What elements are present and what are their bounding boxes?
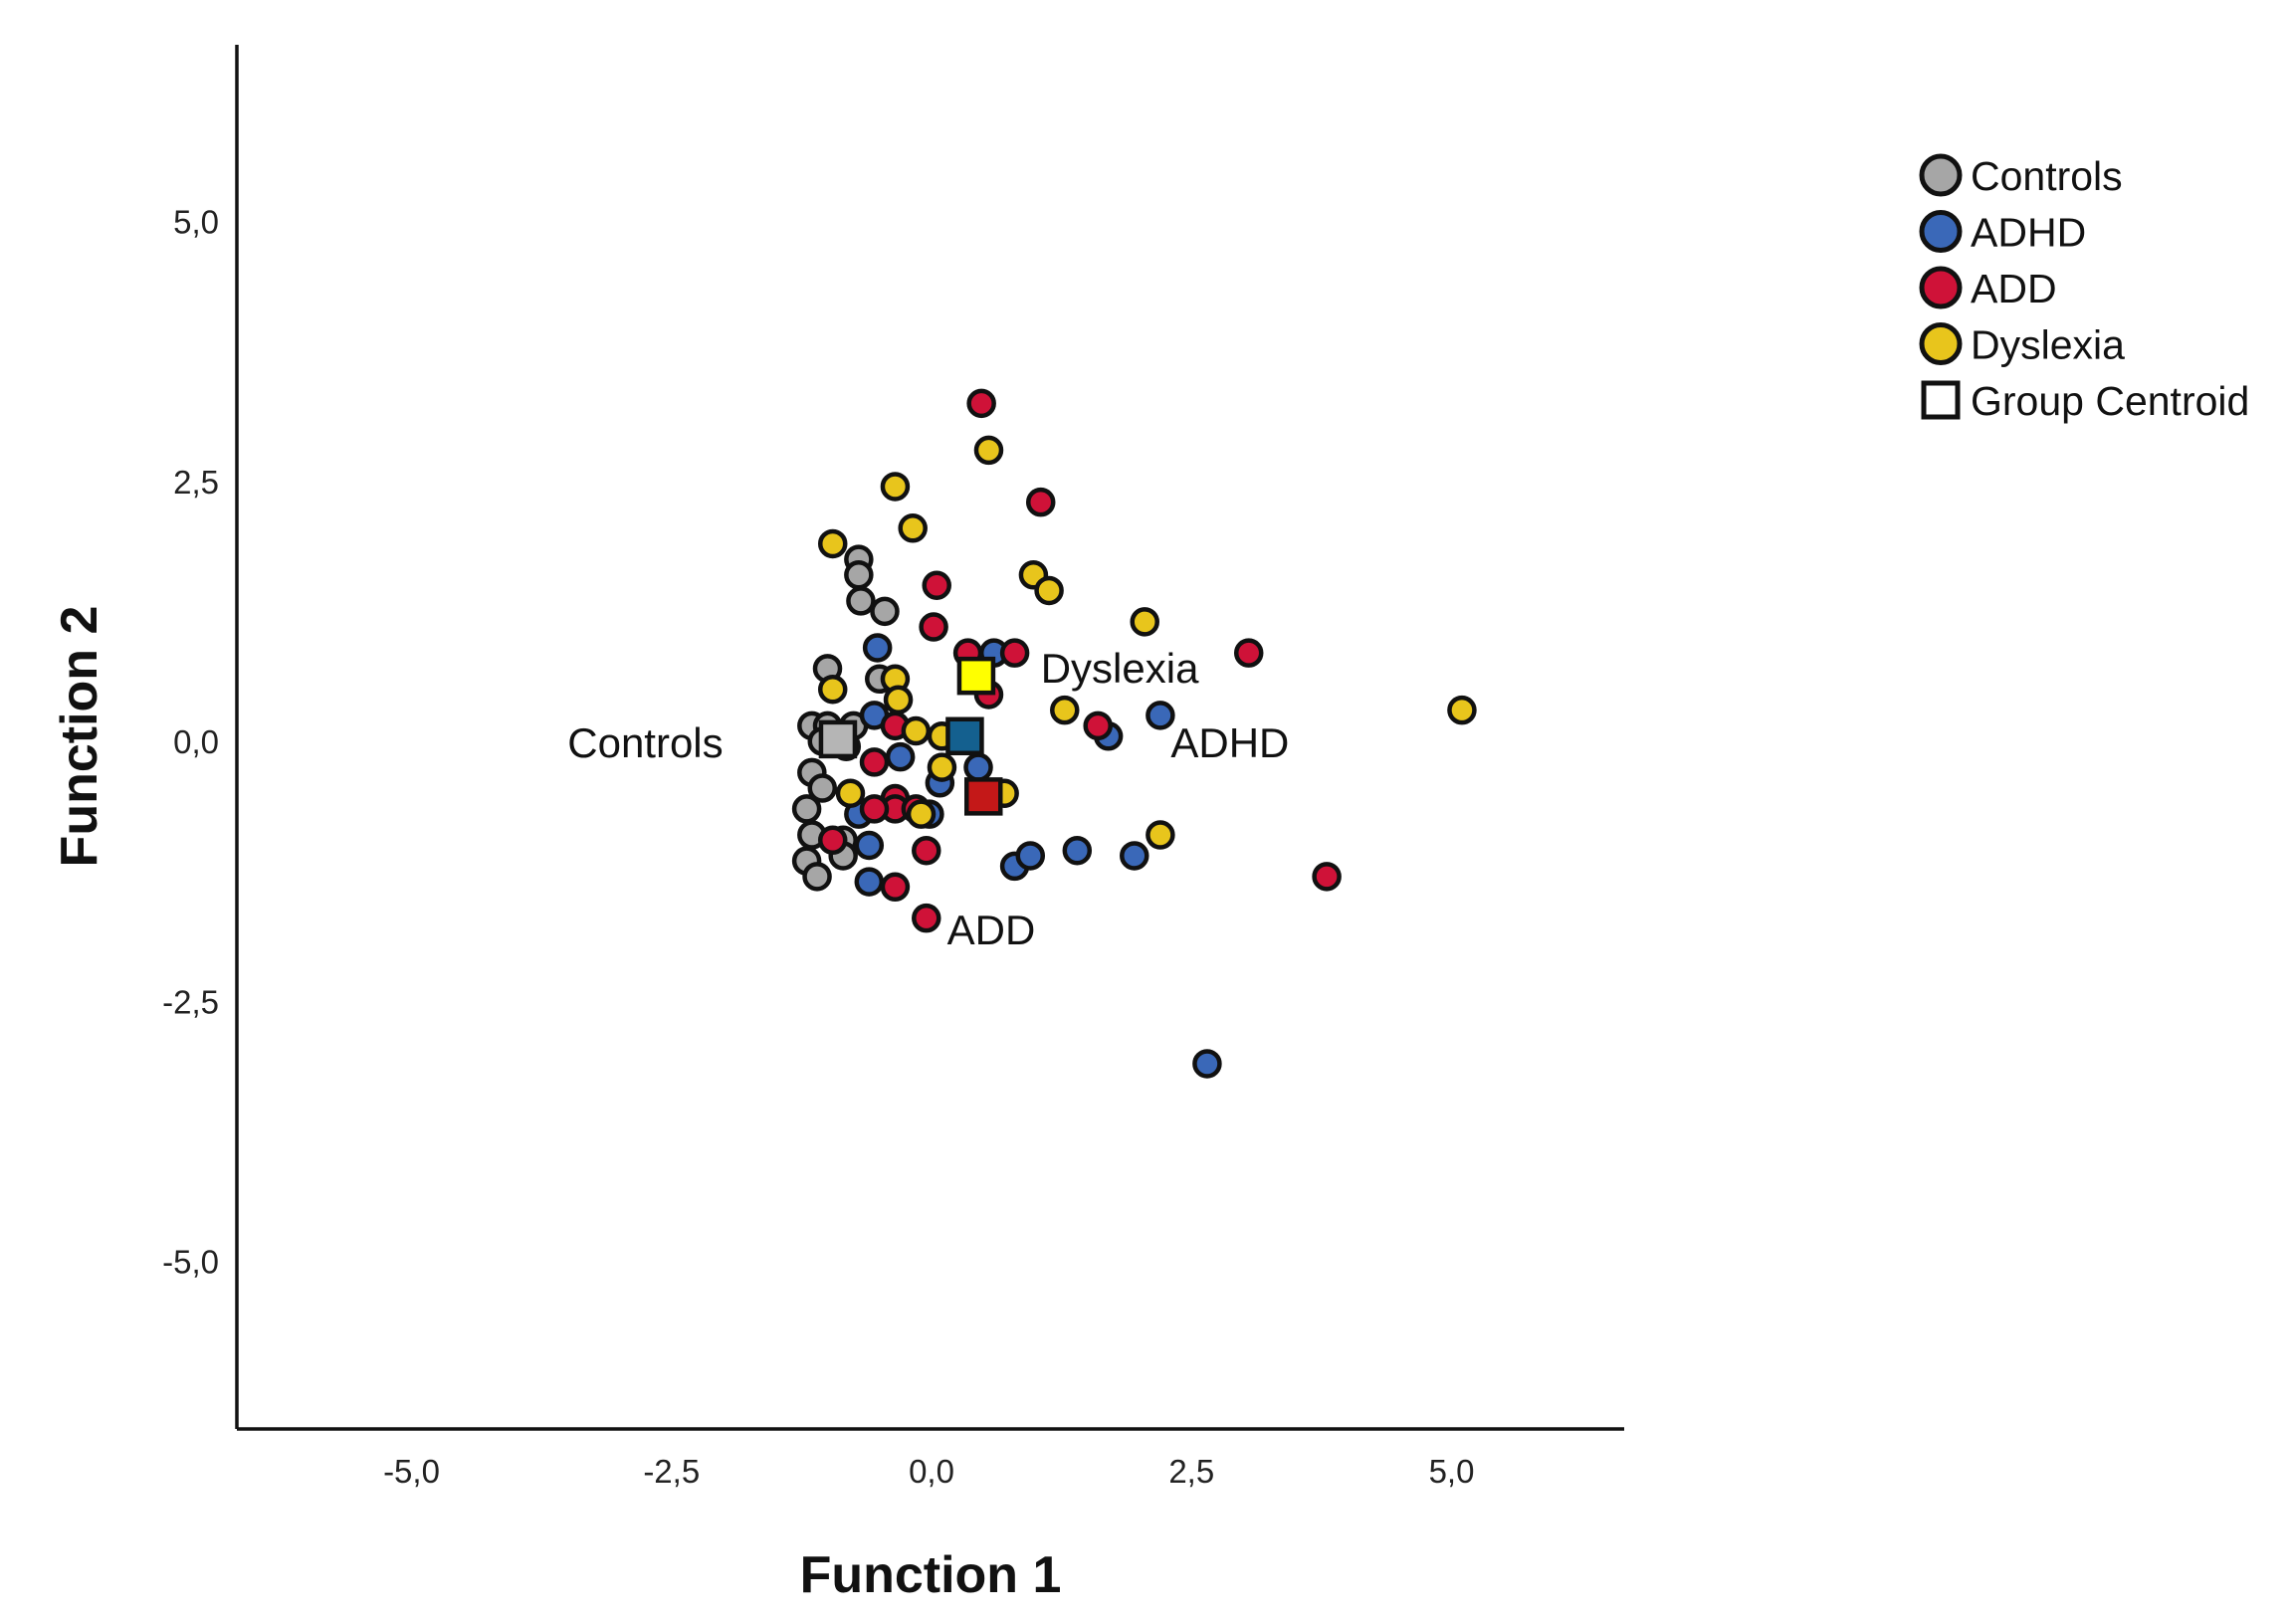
point-dyslexia bbox=[817, 675, 848, 705]
point-dyslexia bbox=[1034, 575, 1064, 606]
point-adhd bbox=[1062, 835, 1093, 866]
point-dyslexia bbox=[880, 472, 911, 502]
point-dyslexia bbox=[883, 685, 914, 714]
data-points bbox=[791, 388, 1477, 1079]
legend-label-add: ADD bbox=[1971, 266, 2057, 311]
x-tick-label: 0,0 bbox=[909, 1453, 954, 1490]
point-adhd bbox=[862, 633, 893, 663]
annotation-controls: Controls bbox=[567, 719, 723, 766]
point-add bbox=[817, 825, 848, 856]
x-tick-label: 2,5 bbox=[1168, 1453, 1214, 1490]
point-controls bbox=[791, 794, 822, 824]
annotation-add: ADD bbox=[947, 907, 1036, 953]
point-add bbox=[1025, 487, 1056, 517]
point-dyslexia bbox=[1146, 820, 1175, 850]
point-controls bbox=[802, 862, 832, 892]
point-add bbox=[1233, 638, 1264, 668]
x-tick-label: 5,0 bbox=[1429, 1453, 1475, 1490]
point-dyslexia bbox=[901, 715, 932, 746]
y-tick-label: -2,5 bbox=[162, 983, 219, 1020]
legend-marker-controls bbox=[1919, 153, 1963, 197]
point-dyslexia bbox=[1130, 607, 1159, 637]
point-controls bbox=[844, 560, 874, 590]
point-add bbox=[859, 747, 890, 777]
group-centroids bbox=[818, 656, 1003, 816]
point-add bbox=[912, 835, 941, 866]
y-axis-title: Function 2 bbox=[51, 606, 108, 868]
x-axis-title: Function 1 bbox=[800, 1546, 1062, 1604]
legend-label-controls: Controls bbox=[1971, 153, 2123, 199]
centroid-annotations: Controls Dyslexia ADHD ADD bbox=[567, 645, 1289, 953]
point-dyslexia bbox=[817, 528, 848, 559]
legend-marker-dyslexia bbox=[1919, 322, 1963, 365]
point-dyslexia bbox=[1447, 695, 1477, 725]
point-adhd bbox=[1120, 841, 1149, 871]
point-adhd bbox=[1146, 701, 1175, 730]
point-add bbox=[922, 570, 951, 600]
point-dyslexia bbox=[973, 435, 1004, 466]
centroid-add bbox=[964, 777, 1003, 816]
y-tick-label: 5,0 bbox=[173, 204, 219, 241]
point-add bbox=[859, 794, 890, 824]
legend: Controls ADHD ADD Dyslexia Group Centroid bbox=[1919, 153, 2249, 424]
tick-labels: -5,0 -2,5 0,0 2,5 5,0 5,0 2,5 0,0 -2,5 -5,0 bbox=[162, 204, 1474, 1491]
point-adhd bbox=[854, 830, 885, 861]
point-add bbox=[912, 903, 941, 933]
point-controls bbox=[846, 586, 876, 616]
point-add bbox=[1083, 710, 1113, 741]
legend-label-adhd: ADHD bbox=[1971, 210, 2086, 256]
point-dyslexia bbox=[906, 799, 937, 829]
y-tick-label: -5,0 bbox=[162, 1244, 219, 1281]
centroid-controls bbox=[818, 719, 858, 759]
annotation-dyslexia: Dyslexia bbox=[1041, 645, 1199, 692]
point-controls bbox=[870, 596, 900, 627]
point-add bbox=[966, 388, 996, 419]
axes bbox=[235, 45, 1624, 1431]
point-dyslexia bbox=[927, 752, 957, 782]
point-add bbox=[919, 612, 948, 642]
legend-marker-add bbox=[1919, 266, 1963, 309]
point-adhd bbox=[885, 741, 916, 772]
point-dyslexia bbox=[835, 778, 866, 808]
point-add bbox=[999, 638, 1030, 668]
point-dyslexia bbox=[898, 513, 928, 543]
x-tick-label: -2,5 bbox=[643, 1453, 700, 1490]
y-tick-label: 2,5 bbox=[173, 464, 219, 501]
legend-label-dyslexia: Dyslexia bbox=[1971, 322, 2125, 368]
point-dyslexia bbox=[1050, 695, 1080, 725]
point-adhd bbox=[963, 752, 993, 782]
y-tick-label: 0,0 bbox=[173, 723, 219, 760]
point-adhd bbox=[1192, 1049, 1222, 1079]
point-controls bbox=[807, 773, 838, 803]
x-tick-label: -5,0 bbox=[383, 1453, 440, 1490]
annotation-adhd: ADHD bbox=[1170, 719, 1289, 766]
point-add bbox=[1312, 862, 1342, 892]
legend-marker-group-centroid bbox=[1921, 380, 1961, 420]
legend-marker-adhd bbox=[1919, 210, 1963, 253]
point-adhd bbox=[854, 867, 885, 897]
point-adhd bbox=[1015, 841, 1046, 871]
centroid-dyslexia bbox=[956, 656, 996, 696]
point-add bbox=[880, 872, 911, 903]
legend-label-group-centroid: Group Centroid bbox=[1971, 378, 2249, 424]
centroid-adhd bbox=[945, 716, 984, 756]
